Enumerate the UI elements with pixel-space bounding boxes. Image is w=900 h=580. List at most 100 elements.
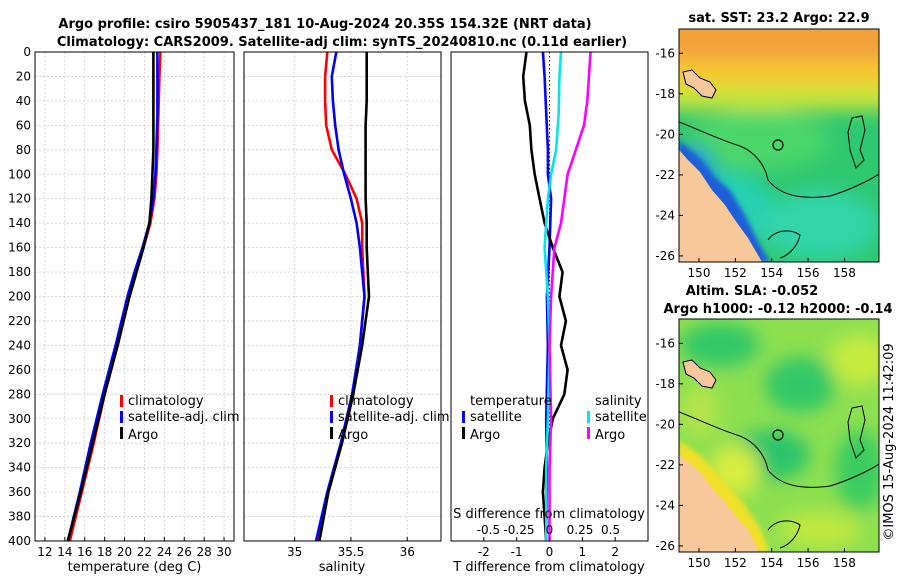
temperature-difference-axis-label: T difference from climatology xyxy=(452,560,645,575)
depth-tick-label: 20 xyxy=(16,69,31,83)
x-tick-label: 12 xyxy=(37,545,52,559)
depth-tick-label: 240 xyxy=(8,338,31,352)
map-y-tick-label: -20 xyxy=(655,127,675,141)
imos-stamp: ©IMOS 15-Aug-2024 11:42:09 xyxy=(882,343,897,540)
legend-swatch-climatology xyxy=(330,395,333,407)
depth-tick-label: 400 xyxy=(8,534,31,548)
legend-swatch-sal-satellite xyxy=(587,411,590,423)
x-tick-label: 1 xyxy=(579,545,587,559)
depth-tick-label: 380 xyxy=(8,510,31,524)
reef-contour xyxy=(679,411,879,488)
reef-contour-3 xyxy=(767,230,801,259)
map-x-tick-label: 152 xyxy=(724,556,747,570)
reef-contour-2 xyxy=(847,405,866,459)
map-x-tick-label: 156 xyxy=(797,266,820,280)
legend-swatch-climatology xyxy=(120,395,123,407)
salinity-legend: climatology satellite-adj. clim Argo xyxy=(330,394,450,443)
series-line-argo xyxy=(318,52,371,541)
map-y-tick-label: -24 xyxy=(655,498,675,512)
map-y-tick-label: -16 xyxy=(655,336,675,350)
sla-map: Altim. SLA: -0.052 Argo h1000: -0.12 h20… xyxy=(655,284,892,570)
map-y-tick-label: -16 xyxy=(655,46,675,60)
salinity-tick-label: -0.5 xyxy=(477,523,500,537)
sst-map-ticks: 150 152 154 156 158 -16 -18 -20 -22 -24 -26 xyxy=(655,46,856,280)
map-x-tick-label: 150 xyxy=(688,556,711,570)
legend-swatch-temp-argo xyxy=(462,427,465,439)
map-x-tick-label: 154 xyxy=(760,556,783,570)
map-x-tick-label: 158 xyxy=(833,556,856,570)
argo-float-marker xyxy=(772,139,784,151)
depth-tick-label: 220 xyxy=(8,314,31,328)
sla-field xyxy=(680,323,879,548)
salinity-grid xyxy=(244,52,441,541)
salinity-x-ticks: 35 35.5 36 xyxy=(287,537,415,559)
depth-tick-label: 140 xyxy=(8,216,31,230)
legend-label-argo: Argo xyxy=(338,428,368,443)
map-y-tick-label: -18 xyxy=(655,377,675,391)
salinity-tick-label: -0.25 xyxy=(503,523,534,537)
depth-tick-label: 160 xyxy=(8,241,31,255)
legend-title-temperature: temperature xyxy=(470,394,552,409)
argo-float-marker xyxy=(772,429,784,441)
legend-swatch-temp-satellite xyxy=(462,411,465,423)
map-y-tick-label: -26 xyxy=(655,249,675,263)
x-tick-label: -1 xyxy=(511,545,523,559)
series-line-salinity-satellite xyxy=(543,52,563,541)
figure-title-line1: Argo profile: csiro 5905437_181 10-Aug-2… xyxy=(58,17,591,32)
depth-tick-label: 340 xyxy=(8,461,31,475)
depth-tick-label: 80 xyxy=(16,143,31,157)
x-tick-label: 18 xyxy=(97,545,112,559)
depth-tick-label: 180 xyxy=(8,265,31,279)
difference-legend-temperature: temperature satellite Argo xyxy=(462,394,552,443)
depth-tick-label: 280 xyxy=(8,387,31,401)
legend-label-temp-argo: Argo xyxy=(470,428,500,443)
land-island xyxy=(682,69,717,99)
depth-tick-label: 60 xyxy=(16,118,31,132)
depth-tick-label: 260 xyxy=(8,363,31,377)
map-y-tick-label: -22 xyxy=(655,458,675,472)
series-line-salinity-argo xyxy=(548,52,592,541)
depth-tick-label: 120 xyxy=(8,192,31,206)
temperature-x-ticks: 12 14 16 18 20 22 24 26 28 30 xyxy=(37,537,232,559)
x-tick-label: 14 xyxy=(57,545,72,559)
sst-warm-band xyxy=(679,29,879,65)
sla-green-patch-1 xyxy=(680,323,760,367)
sla-yellow-patch-1 xyxy=(830,335,879,385)
sst-map: sat. SST: 23.2 Argo: 22.9 150 152 154 156 15… xyxy=(655,11,880,280)
depth-tick-label: 0 xyxy=(23,45,31,59)
temperature-xlabel: temperature (deg C) xyxy=(68,560,202,575)
sla-yellow-patch-3 xyxy=(780,512,860,548)
depth-tick-label: 360 xyxy=(8,485,31,499)
sla-green-patch-4 xyxy=(835,430,879,510)
salinity-lines xyxy=(314,52,371,541)
depth-tick-label: 40 xyxy=(16,94,31,108)
map-y-tick-label: -26 xyxy=(655,539,675,553)
difference-panel: temperature satellite Argo salinity sate… xyxy=(450,51,649,575)
x-tick-label: 20 xyxy=(117,545,132,559)
depth-tick-label: 200 xyxy=(8,290,31,304)
depth-tick-label: 320 xyxy=(8,436,31,450)
temperature-lines xyxy=(66,52,162,541)
legend-label-sal-argo: Argo xyxy=(595,428,625,443)
difference-lines xyxy=(521,52,592,541)
salinity-difference-axis-label: S difference from climatology xyxy=(453,507,645,522)
salinity-tick-label: 0.25 xyxy=(567,523,594,537)
sla-yellow-patch-4 xyxy=(682,385,718,435)
legend-label-climatology: climatology xyxy=(338,394,414,409)
map-y-tick-label: -22 xyxy=(655,168,675,182)
map-x-tick-label: 154 xyxy=(760,266,783,280)
salinity-xlabel: salinity xyxy=(319,560,366,575)
salinity-panel: 35 35.5 36 salinity climatology satellite-… xyxy=(243,51,450,575)
x-tick-label: 35.5 xyxy=(338,545,365,559)
legend-swatch-argo xyxy=(120,427,123,439)
legend-label-sal-satellite: satellite xyxy=(595,410,647,425)
x-tick-label: 30 xyxy=(216,545,231,559)
map-x-tick-label: 152 xyxy=(724,266,747,280)
sst-map-title: sat. SST: 23.2 Argo: 22.9 xyxy=(688,11,869,26)
salinity-tick-label: 0 xyxy=(546,523,554,537)
x-tick-label: 35 xyxy=(287,545,302,559)
series-line-argo xyxy=(66,52,155,541)
legend-label-temp-satellite: satellite xyxy=(470,410,522,425)
x-tick-label: 22 xyxy=(137,545,152,559)
